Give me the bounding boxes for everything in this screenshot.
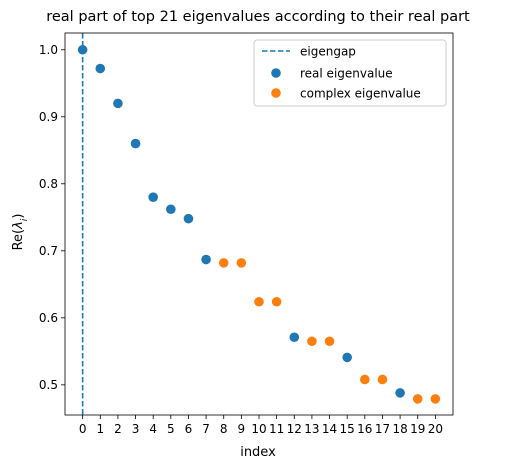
real-eigenvalue-point-6: [183, 213, 194, 224]
legend: eigengap real eigenvalue complex eigenva…: [253, 39, 447, 107]
legend-complex-marker: [271, 88, 281, 98]
complex-eigenvalue-point-9: [236, 258, 247, 268]
real-eigenvalue-point-18: [395, 388, 405, 398]
real-eigenvalue-point-7: [201, 254, 211, 265]
x-tick-label-4: 4: [149, 422, 157, 436]
x-tick-label-16: 16: [357, 422, 372, 436]
x-axis-label: index: [240, 445, 276, 460]
real-eigenvalue-point-12: [289, 332, 300, 343]
real-eigenvalue-point-5: [166, 204, 176, 215]
x-tick-label-1: 1: [96, 422, 104, 436]
x-tick-label-3: 3: [132, 422, 140, 436]
y-label-suffix: ): [11, 214, 26, 219]
x-tick-label-15: 15: [340, 422, 355, 436]
complex-eigenvalue-point-10: [254, 296, 264, 307]
real-eigenvalue-point-2: [113, 98, 123, 109]
complex-eigenvalue-point-8: [218, 258, 229, 268]
x-tick-label-11: 11: [269, 422, 284, 436]
legend-eigengap-label: eigengap: [300, 45, 356, 59]
legend-complex-label: complex eigenvalue: [300, 87, 421, 101]
complex-eigenvalue-point-16: [360, 374, 370, 385]
y-tick-label-4: 0.9: [39, 110, 58, 124]
chart-title: real part of top 21 eigenvalues accordin…: [46, 9, 470, 25]
x-tick-label-10: 10: [251, 422, 266, 436]
legend-real-label: real eigenvalue: [300, 67, 393, 81]
x-tick-label-19: 19: [410, 422, 425, 436]
real-eigenvalue-point-1: [95, 63, 106, 74]
y-tick-label-3: 0.8: [39, 177, 58, 191]
real-eigenvalue-point-4: [148, 192, 158, 202]
x-tick-label-6: 6: [185, 422, 193, 436]
x-tick-label-2: 2: [114, 422, 122, 436]
real-eigenvalue-point-15: [342, 352, 352, 363]
x-tick-label-8: 8: [220, 422, 228, 436]
y-tick-label-1: 0.6: [39, 311, 58, 325]
x-tick-label-5: 5: [167, 422, 175, 436]
x-tick-label-18: 18: [392, 422, 407, 436]
x-tick-label-7: 7: [202, 422, 210, 436]
complex-eigenvalue-point-17: [377, 374, 388, 385]
y-label-prefix: Re(: [11, 229, 26, 251]
y-label-subscript: i: [20, 218, 30, 221]
y-tick-label-5: 1.0: [39, 43, 58, 57]
x-tick-label-12: 12: [287, 422, 302, 436]
x-tick-label-0: 0: [79, 422, 87, 436]
x-tick-label-13: 13: [304, 422, 319, 436]
real-eigenvalue-point-0: [77, 44, 88, 55]
legend-box: [253, 39, 447, 107]
complex-eigenvalue-point-20: [430, 394, 441, 404]
complex-eigenvalue-point-14: [324, 336, 335, 347]
x-tick-label-9: 9: [238, 422, 246, 436]
x-tick-label-20: 20: [428, 422, 443, 436]
x-tick-label-14: 14: [322, 422, 337, 436]
y-tick-label-0: 0.5: [39, 378, 58, 392]
real-eigenvalue-point-3: [130, 138, 141, 149]
complex-eigenvalue-point-19: [412, 394, 423, 404]
x-tick-label-17: 17: [375, 422, 390, 436]
y-axis-label: Re(λi): [11, 214, 30, 251]
plot-area: 0 1 2 3 4 5 6 7 8 9 10 11 12 13 14 15 16 17 18 19 200.50.60.…: [39, 32, 454, 436]
legend-real-marker: [271, 68, 281, 78]
complex-eigenvalue-point-13: [307, 336, 317, 347]
y-label-symbol: λ: [11, 221, 26, 230]
complex-eigenvalue-point-11: [271, 296, 282, 307]
y-tick-label-2: 0.7: [39, 244, 58, 258]
